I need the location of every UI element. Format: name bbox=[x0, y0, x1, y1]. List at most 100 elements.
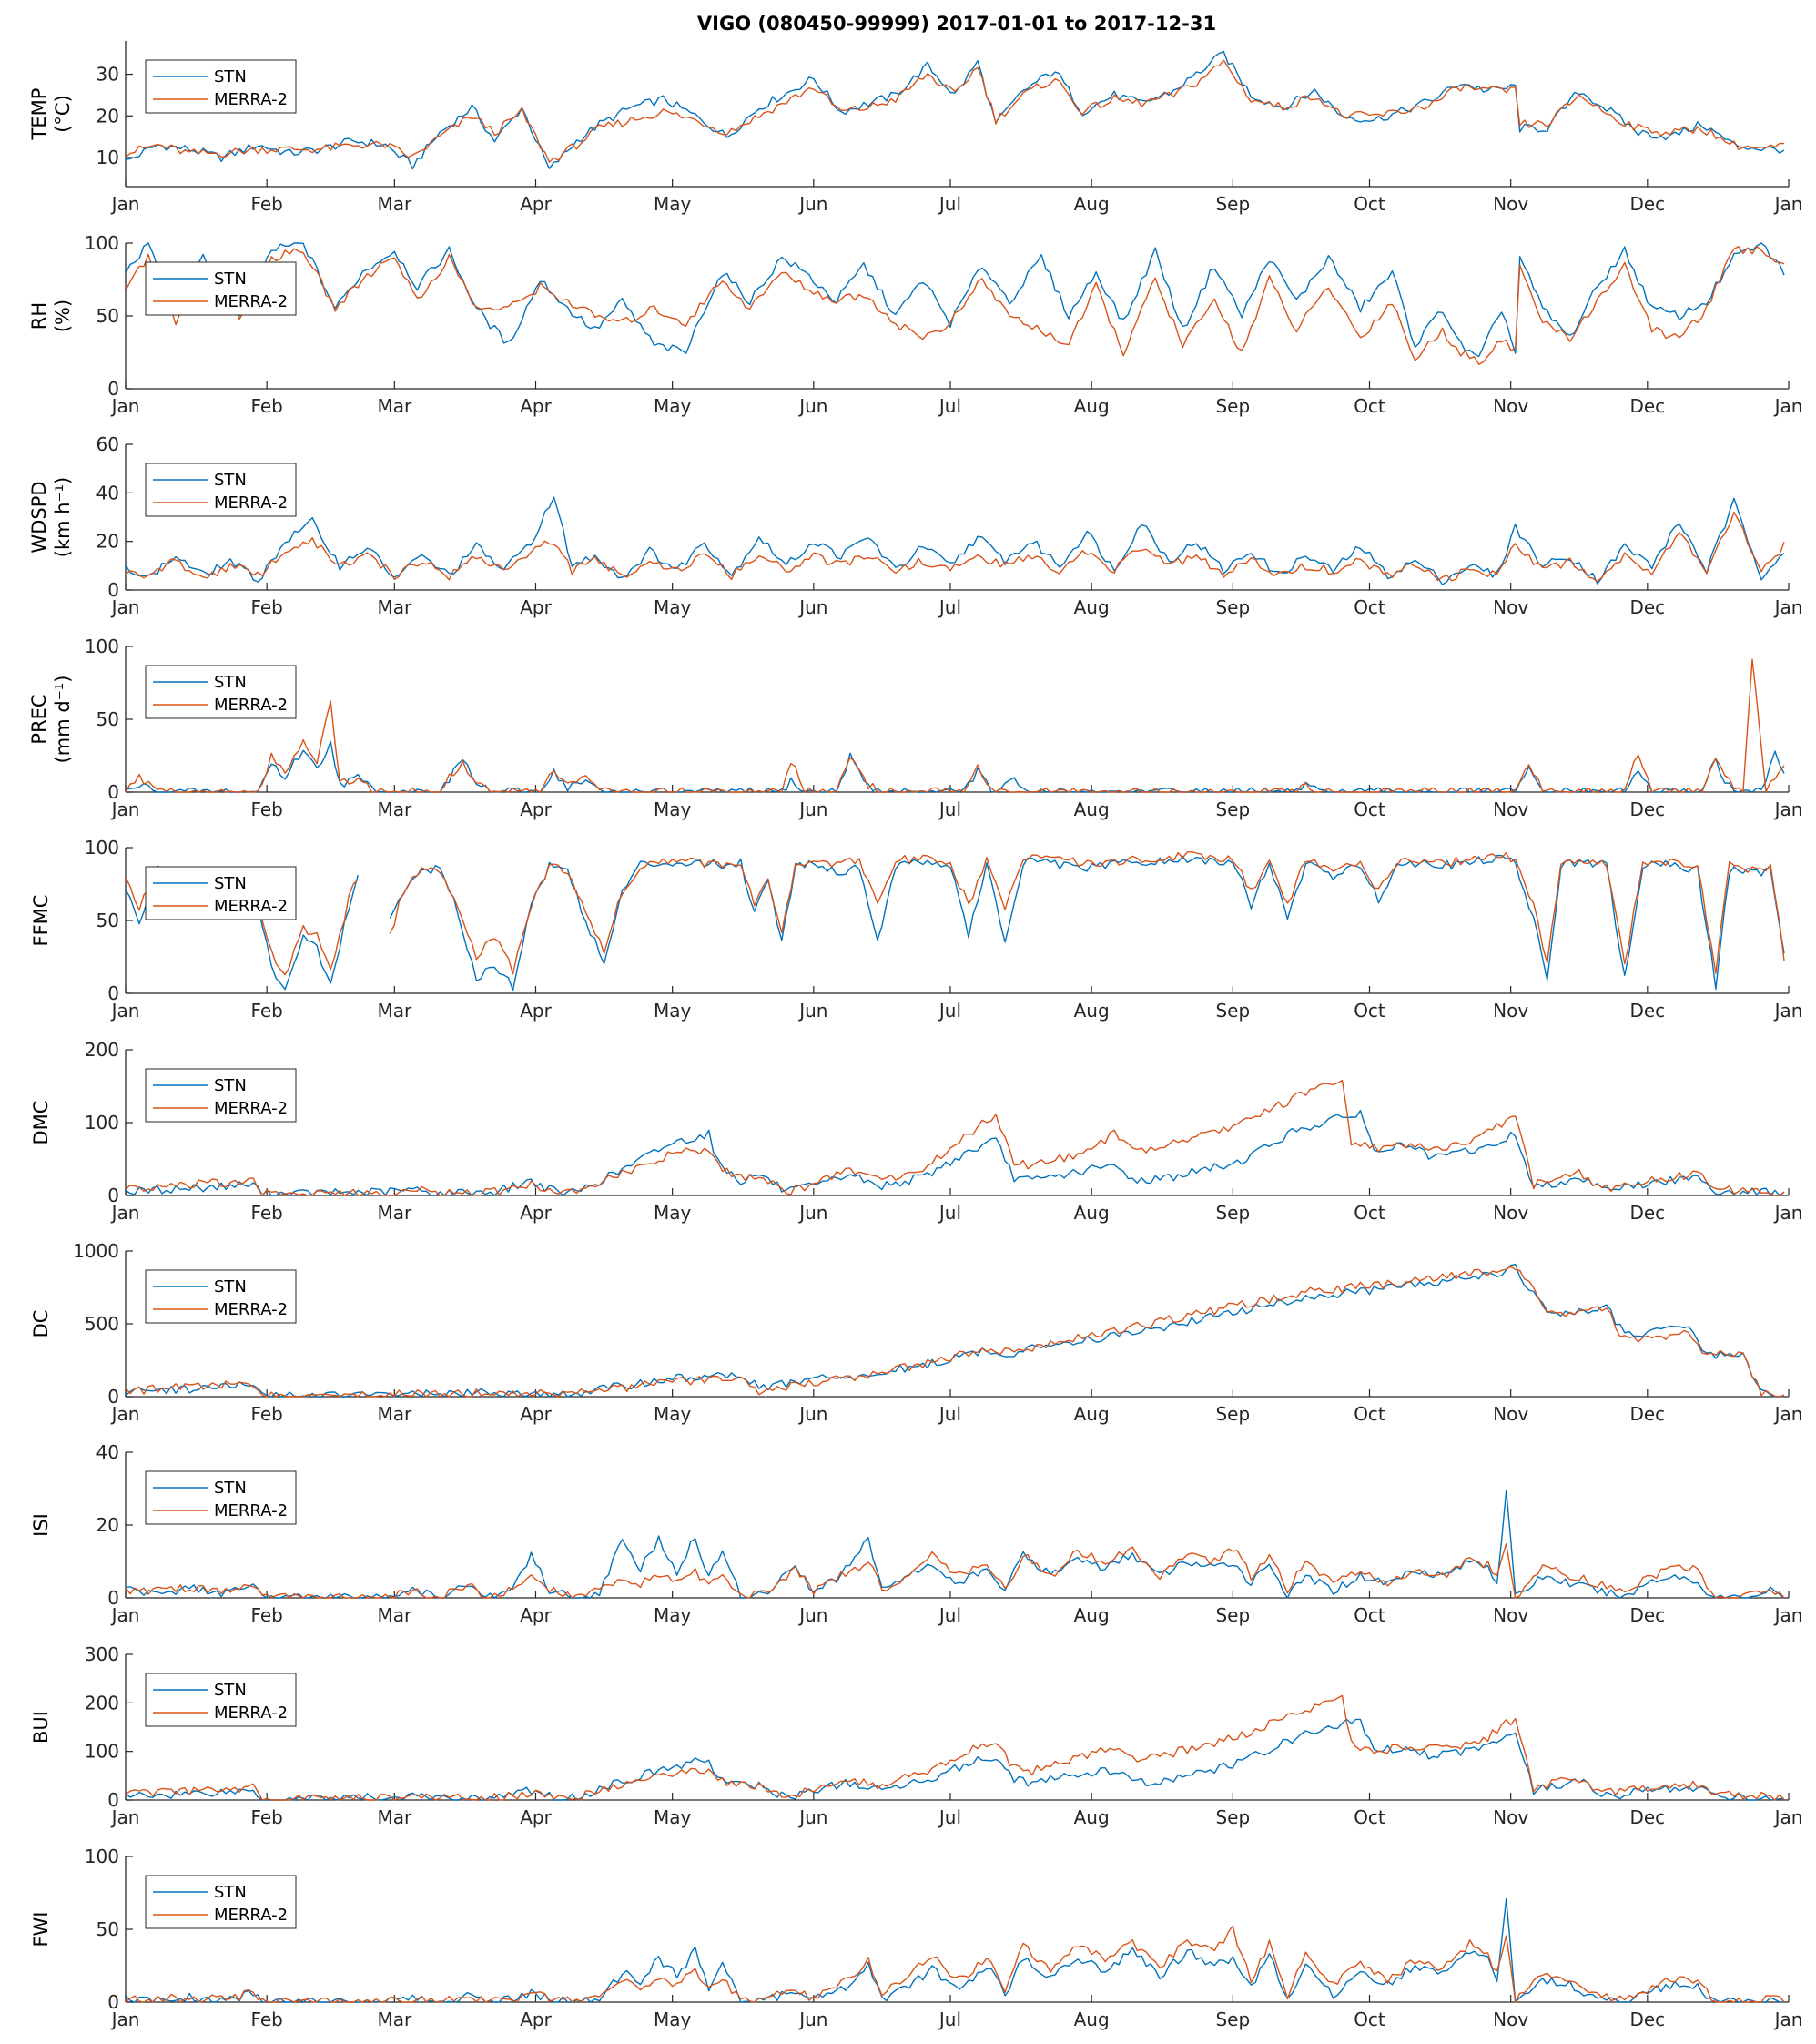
x-tick-label: Nov bbox=[1493, 1806, 1528, 1828]
x-tick-label: Jul bbox=[938, 193, 961, 215]
x-tick-label: Sep bbox=[1215, 1604, 1250, 1626]
x-tick-label: May bbox=[654, 1604, 692, 1626]
y-tick-label: 0 bbox=[107, 1185, 119, 1206]
legend-label-stn: STN bbox=[214, 1681, 247, 1700]
y-axis-label: (°C) bbox=[52, 95, 74, 133]
legend-box bbox=[145, 1470, 297, 1525]
legend-label-merra2: MERRA-2 bbox=[214, 1300, 288, 1319]
y-tick-label: 100 bbox=[85, 1846, 119, 1867]
x-tick-label: Sep bbox=[1215, 1403, 1250, 1425]
y-tick-label: 200 bbox=[85, 1692, 119, 1714]
x-tick-label: Oct bbox=[1354, 1604, 1385, 1626]
x-tick-label: Apr bbox=[520, 1806, 552, 1828]
x-tick-label: Jul bbox=[938, 1202, 961, 1224]
y-axis-label: (mm d⁻¹) bbox=[52, 676, 74, 764]
x-tick-label: Dec bbox=[1629, 1806, 1665, 1828]
x-tick-label: Aug bbox=[1074, 2008, 1110, 2030]
x-tick-label: Jan bbox=[110, 596, 140, 618]
y-axis-label: WDSPD bbox=[28, 481, 50, 553]
y-tick-label: 10 bbox=[96, 147, 119, 168]
panel-wdspd: 0 20 40 60 Jan Feb Mar Apr May Jun Jul Aug Sep Oct Nov… bbox=[28, 433, 1802, 618]
legend-box bbox=[145, 463, 297, 517]
x-tick-label: Jul bbox=[938, 1000, 961, 1022]
x-tick-label: May bbox=[654, 596, 692, 618]
x-tick-label: Jan bbox=[110, 798, 140, 820]
series-line-merra2 bbox=[125, 1079, 1785, 1196]
x-tick-label: Sep bbox=[1215, 1806, 1250, 1828]
x-tick-label: Feb bbox=[250, 1000, 282, 1022]
y-tick-label: 100 bbox=[85, 1741, 119, 1763]
y-axis-label: PREC bbox=[28, 694, 50, 744]
panels: 10 20 30 Jan Feb Mar Apr May Jun Jul Aug Sep Oct Nov D… bbox=[28, 41, 1802, 2030]
legend-label-merra2: MERRA-2 bbox=[214, 292, 288, 311]
x-tick-label: Feb bbox=[250, 798, 282, 820]
series-line-merra2 bbox=[125, 1694, 1785, 1801]
x-tick-label: Jan bbox=[110, 1604, 140, 1626]
series-line-stn bbox=[125, 242, 1785, 358]
x-tick-label: Aug bbox=[1074, 193, 1110, 215]
chart-title: VIGO (080450-99999) 2017-01-01 to 2017-1… bbox=[697, 13, 1216, 35]
x-tick-label: Mar bbox=[377, 1806, 412, 1828]
y-axis-label: BUI bbox=[30, 1711, 52, 1744]
legend-label-merra2: MERRA-2 bbox=[214, 1501, 288, 1520]
legend-box bbox=[145, 1068, 297, 1123]
legend-label-merra2: MERRA-2 bbox=[214, 897, 288, 916]
x-tick-label: Jan bbox=[1773, 1604, 1803, 1626]
series-line-stn bbox=[125, 1263, 1785, 1398]
legend-label-merra2: MERRA-2 bbox=[214, 90, 288, 109]
x-tick-label: Aug bbox=[1074, 1806, 1110, 1828]
legend-box bbox=[145, 59, 297, 114]
x-tick-label: Dec bbox=[1629, 1202, 1665, 1224]
series-line-stn bbox=[125, 50, 1785, 170]
y-tick-label: 50 bbox=[96, 708, 119, 730]
x-tick-label: Sep bbox=[1215, 1000, 1250, 1022]
x-tick-label: May bbox=[654, 395, 692, 417]
x-tick-label: Oct bbox=[1354, 395, 1385, 417]
x-tick-label: Jun bbox=[797, 798, 827, 820]
x-tick-label: Oct bbox=[1354, 1000, 1385, 1022]
y-tick-label: 0 bbox=[107, 1386, 119, 1408]
series-line-merra2 bbox=[125, 1925, 1785, 2003]
y-tick-label: 30 bbox=[96, 64, 119, 86]
panel-bui: 0 100 200 300 Jan Feb Mar Apr May Jun Jul Aug Sep Oct… bbox=[30, 1643, 1802, 1828]
y-tick-label: 40 bbox=[96, 482, 119, 503]
x-tick-label: Jan bbox=[110, 395, 140, 417]
x-tick-label: Mar bbox=[377, 798, 412, 820]
panel-dmc: 0 100 200 Jan Feb Mar Apr May Jun Jul Aug Sep Oct Nov… bbox=[30, 1039, 1802, 1224]
legend-box bbox=[145, 1269, 297, 1324]
x-tick-label: Dec bbox=[1629, 1000, 1665, 1022]
x-tick-label: Jun bbox=[797, 596, 827, 618]
y-tick-label: 200 bbox=[85, 1039, 119, 1061]
y-axis-label: ISI bbox=[30, 1513, 52, 1537]
y-axis-label: FFMC bbox=[30, 895, 52, 947]
x-tick-label: Jan bbox=[110, 1202, 140, 1224]
x-tick-label: Oct bbox=[1354, 2008, 1385, 2030]
x-tick-label: Nov bbox=[1493, 798, 1528, 820]
y-tick-label: 100 bbox=[85, 232, 119, 254]
legend-label-stn: STN bbox=[214, 471, 247, 490]
x-tick-label: Jun bbox=[797, 1202, 827, 1224]
panel-dc: 0 500 1000 Jan Feb Mar Apr May Jun Jul Aug Sep Oct No… bbox=[30, 1240, 1802, 1425]
x-tick-label: Jun bbox=[797, 2008, 827, 2030]
panel-isi: 0 20 40 Jan Feb Mar Apr May Jun Jul Aug Sep Oct Nov De… bbox=[30, 1441, 1802, 1626]
x-tick-label: Feb bbox=[250, 1806, 282, 1828]
x-tick-label: Jul bbox=[938, 1403, 961, 1425]
x-tick-label: Jul bbox=[938, 596, 961, 618]
y-tick-label: 60 bbox=[96, 433, 119, 455]
x-tick-label: Jul bbox=[938, 2008, 961, 2030]
y-axis-label: DMC bbox=[30, 1101, 52, 1145]
y-tick-label: 0 bbox=[107, 1587, 119, 1609]
x-tick-label: Jan bbox=[1773, 798, 1803, 820]
panel-temp: 10 20 30 Jan Feb Mar Apr May Jun Jul Aug Sep Oct Nov D… bbox=[28, 41, 1802, 215]
series-line-stn bbox=[125, 496, 1785, 585]
x-tick-label: Nov bbox=[1493, 395, 1528, 417]
x-tick-label: Mar bbox=[377, 395, 412, 417]
x-tick-label: Mar bbox=[377, 1403, 412, 1425]
x-tick-label: Jan bbox=[1773, 596, 1803, 618]
x-tick-label: May bbox=[654, 193, 692, 215]
legend-box bbox=[145, 261, 297, 316]
x-tick-label: Aug bbox=[1074, 798, 1110, 820]
y-tick-label: 100 bbox=[85, 837, 119, 859]
legend-label-stn: STN bbox=[214, 874, 247, 893]
